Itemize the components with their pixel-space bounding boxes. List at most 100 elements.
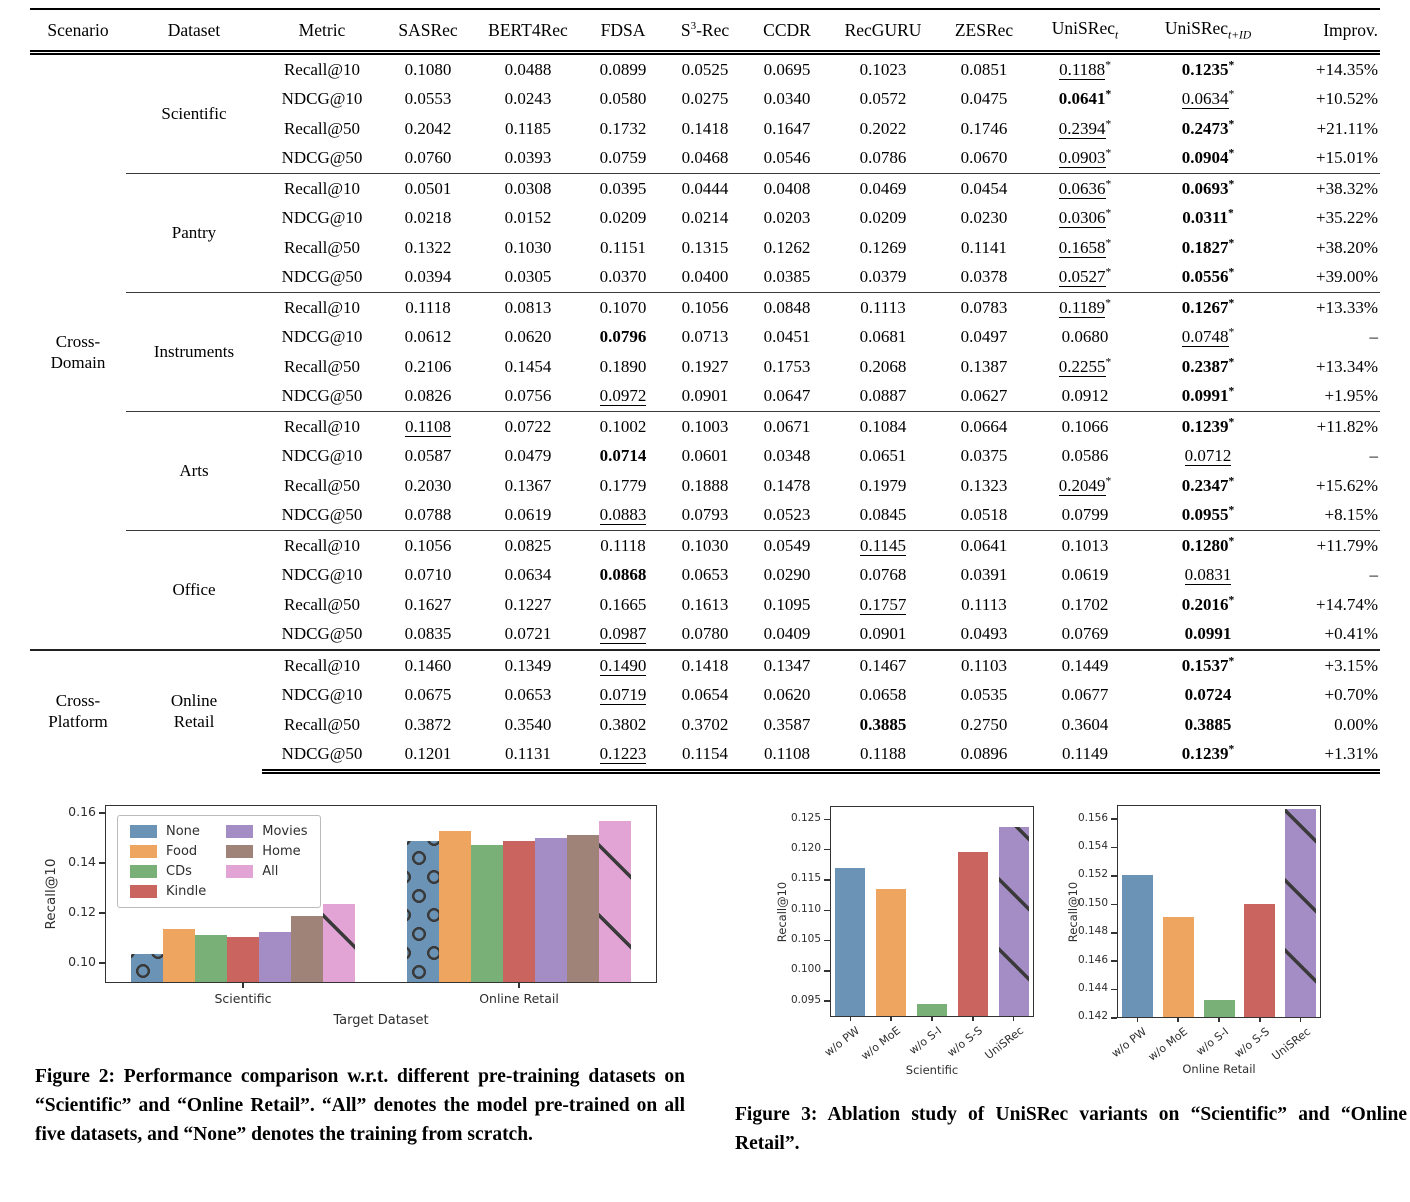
table-row: Arts Recall@10 0.1108 0.0722 0.1002 0.1003 0.0… (30, 411, 1380, 531)
scenario-cell: Cross- Domain (50, 331, 106, 372)
value-cell: 0.0348 (763, 446, 811, 466)
value-cell: 0.1030 (504, 237, 552, 257)
y-tick-label: 0.14 (68, 854, 96, 870)
bar-unisrec (998, 826, 1029, 1017)
bar-kindle (503, 840, 535, 983)
metric-cell: NDCG@10 (281, 685, 363, 705)
value-cell: 0.0409 (763, 624, 811, 644)
x-tick-mark (931, 1017, 933, 1021)
table-row: Recall@50 0.2030 0.1367 0.1779 0.1888 0.1478 0… (30, 471, 1380, 501)
bar-w-o-pw (1121, 874, 1153, 1018)
value-cell: 0.1108 (746, 739, 828, 774)
value-cell: 0.0786 (859, 148, 907, 168)
significance-star: * (1228, 504, 1235, 517)
bar-cds (471, 844, 503, 983)
value-cell: 0.0468 (681, 148, 729, 168)
value-cell: 0.1658* (1058, 237, 1112, 258)
improv-cell: +8.15% (1324, 505, 1379, 525)
value-cell: 0.0991 (1184, 624, 1232, 644)
value-cell: 0.0641 (938, 530, 1030, 561)
y-tick-label: 0.152 (1077, 868, 1108, 881)
value-cell: 0.0553 (404, 89, 452, 109)
value-cell: 0.0641* (1058, 88, 1112, 109)
y-tick-mark (99, 912, 105, 914)
value-cell: 0.0680 (1061, 327, 1109, 347)
bar-w-o-moe (876, 889, 907, 1017)
value-cell: 0.0518 (960, 505, 1008, 525)
value-cell: 0.0647 (763, 386, 811, 406)
metric-cell: Recall@10 (262, 173, 382, 204)
dataset-cell: Pantry (126, 173, 262, 293)
value-cell: 0.1418 (664, 649, 746, 681)
value-cell: 0.0501 (382, 173, 474, 204)
legend-item: CDs (130, 864, 206, 879)
value-cell: 0.1478 (763, 475, 811, 495)
significance-star: * (1228, 535, 1235, 548)
metric-cell: NDCG@10 (281, 446, 363, 466)
value-cell: 0.0760 (404, 148, 452, 168)
legend: None Food CDs Kindle Movies Home All (117, 815, 321, 908)
bar-w-o-pw (835, 867, 866, 1017)
significance-star: * (1228, 147, 1235, 160)
dataset-cell: Arts (126, 411, 262, 531)
improv-cell: +13.33% (1276, 292, 1380, 323)
value-cell: 0.1927 (681, 356, 729, 376)
value-cell: 0.0305 (504, 267, 552, 287)
figure-3-right-chart: 0.142 0.144 0.146 0.148 0.150 0.152 0.154 0.156… (1058, 788, 1403, 1093)
value-cell: 0.0710 (404, 565, 452, 585)
legend-swatch (226, 865, 254, 878)
x-tick-mark (972, 1017, 974, 1021)
significance-star: * (1105, 356, 1112, 369)
significance-star: * (1105, 147, 1112, 160)
value-cell: 0.0693* (1140, 173, 1276, 204)
value-cell: 0.1827* (1181, 237, 1235, 257)
improv-cell: +11.79% (1276, 530, 1380, 561)
value-cell: 0.0848 (746, 292, 828, 323)
legend-item: Home (226, 844, 307, 859)
y-tick-label: 0.16 (68, 804, 96, 820)
significance-star: * (1105, 178, 1112, 191)
y-tick-mark (1111, 875, 1117, 877)
improv-cell: +10.52% (1316, 89, 1378, 109)
significance-star: * (1228, 266, 1235, 279)
value-cell: 0.2016* (1181, 594, 1235, 614)
value-cell: 0.1467 (828, 649, 938, 681)
x-tick-mark (1177, 1018, 1179, 1022)
bar-food (439, 830, 471, 983)
value-cell: 0.1979 (859, 475, 907, 495)
value-cell: 0.1201 (382, 739, 474, 774)
value-cell: 0.1149 (1030, 739, 1140, 774)
value-cell: 0.1267* (1140, 292, 1276, 323)
metric-cell: Recall@50 (283, 714, 361, 734)
figure-2-chart: 0.10 0.12 0.14 0.16 Recall@10 Scientific Onlin… (35, 788, 683, 1068)
value-cell: 0.1131 (474, 739, 582, 774)
x-tick-label: Scientific (214, 991, 272, 1006)
y-tick-label: 0.120 (790, 842, 821, 855)
value-cell: 0.1347 (746, 649, 828, 681)
value-cell: 0.2347* (1181, 475, 1235, 495)
y-tick-mark (1111, 1017, 1117, 1019)
y-tick-label: 0.095 (790, 993, 821, 1006)
value-cell: 0.0385 (763, 267, 811, 287)
value-cell: 0.0912 (1061, 386, 1109, 406)
bar-home (291, 915, 323, 983)
y-axis-label: Recall@10 (1066, 881, 1080, 942)
x-tick-mark (1259, 1018, 1261, 1022)
value-cell: 0.0653 (504, 685, 552, 705)
value-cell: 0.0308 (474, 173, 582, 204)
y-tick-label: 0.125 (790, 811, 821, 824)
metric-cell: NDCG@50 (262, 739, 382, 774)
value-cell: 0.0627 (960, 386, 1008, 406)
plot-frame (1117, 805, 1321, 1018)
value-cell: 0.3604 (1061, 714, 1109, 734)
y-tick-label: 0.110 (790, 902, 821, 915)
metric-cell: NDCG@50 (281, 386, 363, 406)
value-cell: 0.1108 (382, 411, 474, 442)
legend-label: Movies (262, 824, 308, 839)
value-cell: 0.1188* (1059, 59, 1111, 80)
value-cell: 0.1056 (382, 530, 474, 561)
table-row: Instruments Recall@10 0.1118 0.0813 0.1070 0.… (30, 292, 1380, 412)
table-row: NDCG@10 0.0675 0.0653 0.0719 0.0654 0.0620 0.0… (30, 681, 1380, 711)
value-cell: 0.0619 (504, 505, 552, 525)
